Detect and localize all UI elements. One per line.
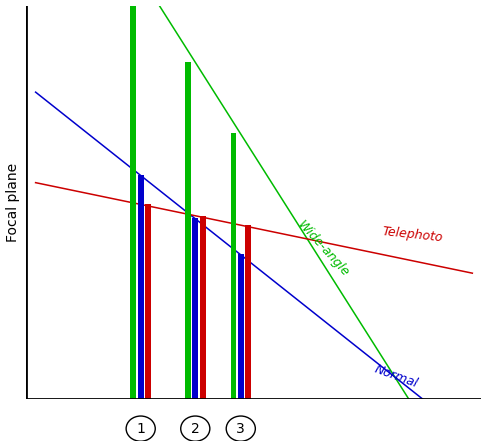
Text: 1: 1 <box>136 422 145 436</box>
Bar <box>131 0 136 399</box>
Bar <box>245 225 251 399</box>
Bar <box>145 204 151 399</box>
Circle shape <box>181 416 210 441</box>
Y-axis label: Focal plane: Focal plane <box>5 163 19 242</box>
Text: 3: 3 <box>236 422 245 436</box>
Circle shape <box>226 416 255 441</box>
Bar <box>192 218 198 399</box>
Text: Normal: Normal <box>372 363 419 391</box>
Bar <box>185 62 191 399</box>
Text: Wide-angle: Wide-angle <box>295 218 352 280</box>
Text: 2: 2 <box>191 422 200 436</box>
Bar <box>238 254 244 399</box>
Bar <box>230 133 237 399</box>
Circle shape <box>126 416 155 441</box>
Bar <box>200 216 206 399</box>
Bar <box>138 175 144 399</box>
Text: Telephoto: Telephoto <box>381 225 443 244</box>
